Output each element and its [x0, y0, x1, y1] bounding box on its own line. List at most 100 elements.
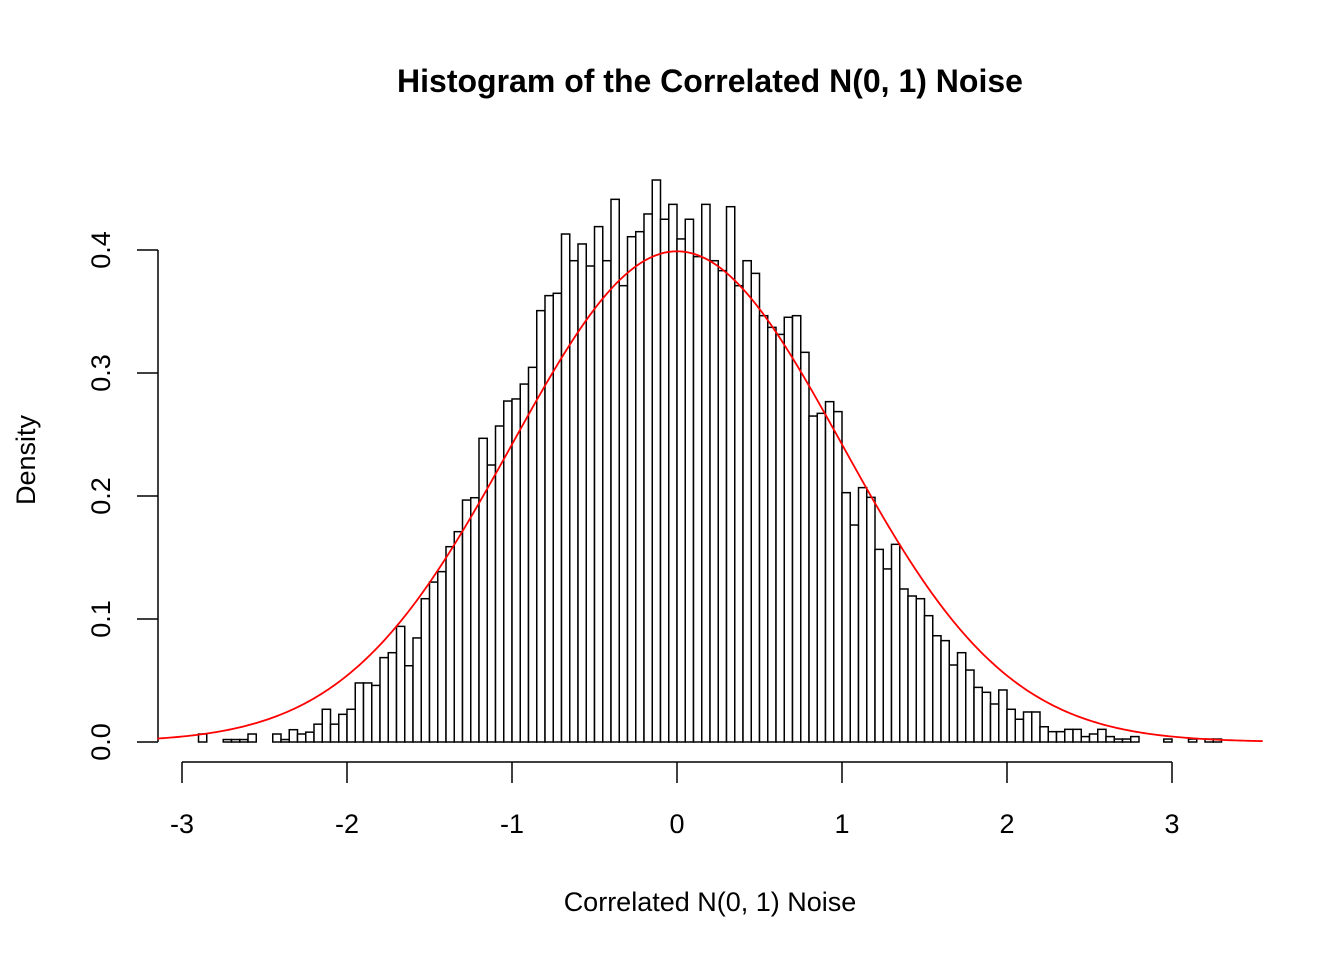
y-tick-label: 0.4	[86, 231, 116, 269]
histogram-bar	[536, 309, 546, 743]
histogram-bar	[313, 723, 323, 743]
histogram-bar	[544, 294, 554, 743]
histogram-bar	[1055, 730, 1066, 743]
histogram-bar	[1022, 711, 1033, 743]
histogram-bar	[1088, 733, 1099, 743]
histogram-bar	[668, 203, 678, 743]
histogram-bar	[371, 684, 381, 743]
y-tick-label: 0.2	[86, 477, 116, 515]
histogram-bar	[585, 265, 596, 743]
histogram-bar	[849, 524, 860, 743]
histogram-bar	[734, 284, 744, 743]
histogram-bar	[725, 205, 736, 743]
histogram-bar	[1097, 728, 1107, 743]
histogram-bar	[940, 639, 950, 743]
histogram-bar	[321, 708, 332, 743]
histogram-bar	[329, 723, 340, 743]
histogram-bar	[470, 496, 480, 743]
chart-title: Histogram of the Correlated N(0, 1) Nois…	[397, 63, 1023, 99]
histogram-bar	[692, 255, 703, 743]
histogram-bar	[461, 499, 472, 743]
x-tick-label: 0	[669, 809, 684, 839]
y-tick-label: 0.3	[86, 354, 116, 392]
histogram-bar	[874, 548, 884, 743]
histogram-bar	[866, 496, 876, 743]
histogram-bar	[767, 326, 777, 743]
histogram-bar	[899, 588, 909, 743]
histogram-bar	[511, 398, 521, 743]
histogram-bar	[915, 597, 926, 743]
histogram-bar	[998, 689, 1008, 743]
y-tick-label: 0.0	[86, 723, 116, 761]
histogram-bar	[923, 614, 934, 743]
histogram-bar	[800, 351, 810, 743]
histogram-bar	[882, 568, 893, 743]
histogram-bar	[420, 597, 431, 743]
histogram-bar	[338, 713, 348, 743]
histogram-bar	[981, 691, 992, 743]
histogram-bar	[808, 415, 818, 743]
histogram-bar	[948, 664, 959, 743]
histogram-bar	[1121, 738, 1132, 743]
histogram-bar	[379, 656, 389, 743]
histogram-bar	[890, 543, 901, 743]
histogram-bar	[635, 230, 645, 743]
histogram-bar	[841, 491, 851, 743]
histogram-bar	[395, 625, 406, 743]
x-tick-label: -1	[500, 809, 524, 839]
histogram-bar	[1014, 718, 1025, 743]
histogram-bar	[1031, 711, 1041, 743]
histogram-bar	[560, 233, 571, 743]
histogram-bar	[676, 238, 686, 743]
histogram-bar	[445, 545, 455, 743]
x-axis-label: Correlated N(0, 1) Noise	[564, 887, 857, 917]
histogram-bar	[1163, 738, 1173, 743]
histogram-bar	[272, 733, 282, 743]
histogram-bar	[626, 235, 637, 743]
histogram-bar	[346, 708, 356, 743]
histogram-bar	[701, 203, 711, 743]
histogram-bar	[1113, 738, 1124, 743]
histogram-bar	[651, 179, 662, 743]
histogram-bar	[659, 218, 670, 743]
histogram-bar	[1006, 708, 1016, 743]
histogram-bar	[1130, 735, 1140, 743]
histogram-bar	[717, 269, 728, 743]
histogram-bar	[907, 595, 917, 743]
histogram-bar	[305, 731, 315, 743]
axes-group: -3 -2 -1 0 1 2 3 0.0 0.1 0.2 0.3 0.4	[86, 231, 1180, 839]
histogram-bar	[478, 437, 488, 743]
histogram-bar	[1047, 730, 1058, 743]
histogram-bar	[709, 259, 719, 743]
bars-group	[197, 179, 1223, 743]
histogram-bar	[222, 738, 233, 743]
histogram-bar	[239, 738, 249, 743]
y-axis-label: Density	[11, 414, 41, 505]
x-tick-label: -2	[335, 809, 359, 839]
histogram-bar	[857, 486, 868, 743]
histogram-bar	[956, 651, 967, 743]
histogram-bar	[527, 366, 538, 743]
x-tick-label: -3	[170, 809, 194, 839]
histogram-bar	[758, 314, 769, 743]
histogram-bar	[816, 412, 827, 743]
histogram-bar	[791, 314, 802, 743]
histogram-bar	[824, 400, 835, 743]
histogram-bar	[973, 686, 983, 743]
histogram-bar	[577, 243, 587, 743]
histogram-bar	[428, 581, 439, 743]
histogram-bar	[618, 284, 629, 743]
histogram-bar	[783, 316, 794, 743]
histogram-bar	[1080, 735, 1091, 743]
histogram-bar	[280, 738, 290, 743]
histogram-bar	[750, 272, 761, 743]
histogram-bar	[684, 218, 695, 743]
histogram-bar	[362, 682, 373, 743]
histogram-bar	[742, 259, 752, 743]
histogram-bar	[519, 383, 530, 743]
histogram-bar	[1064, 728, 1074, 743]
x-tick-label: 2	[999, 809, 1014, 839]
histogram-bar	[296, 733, 307, 743]
histogram-bar	[1105, 735, 1115, 743]
